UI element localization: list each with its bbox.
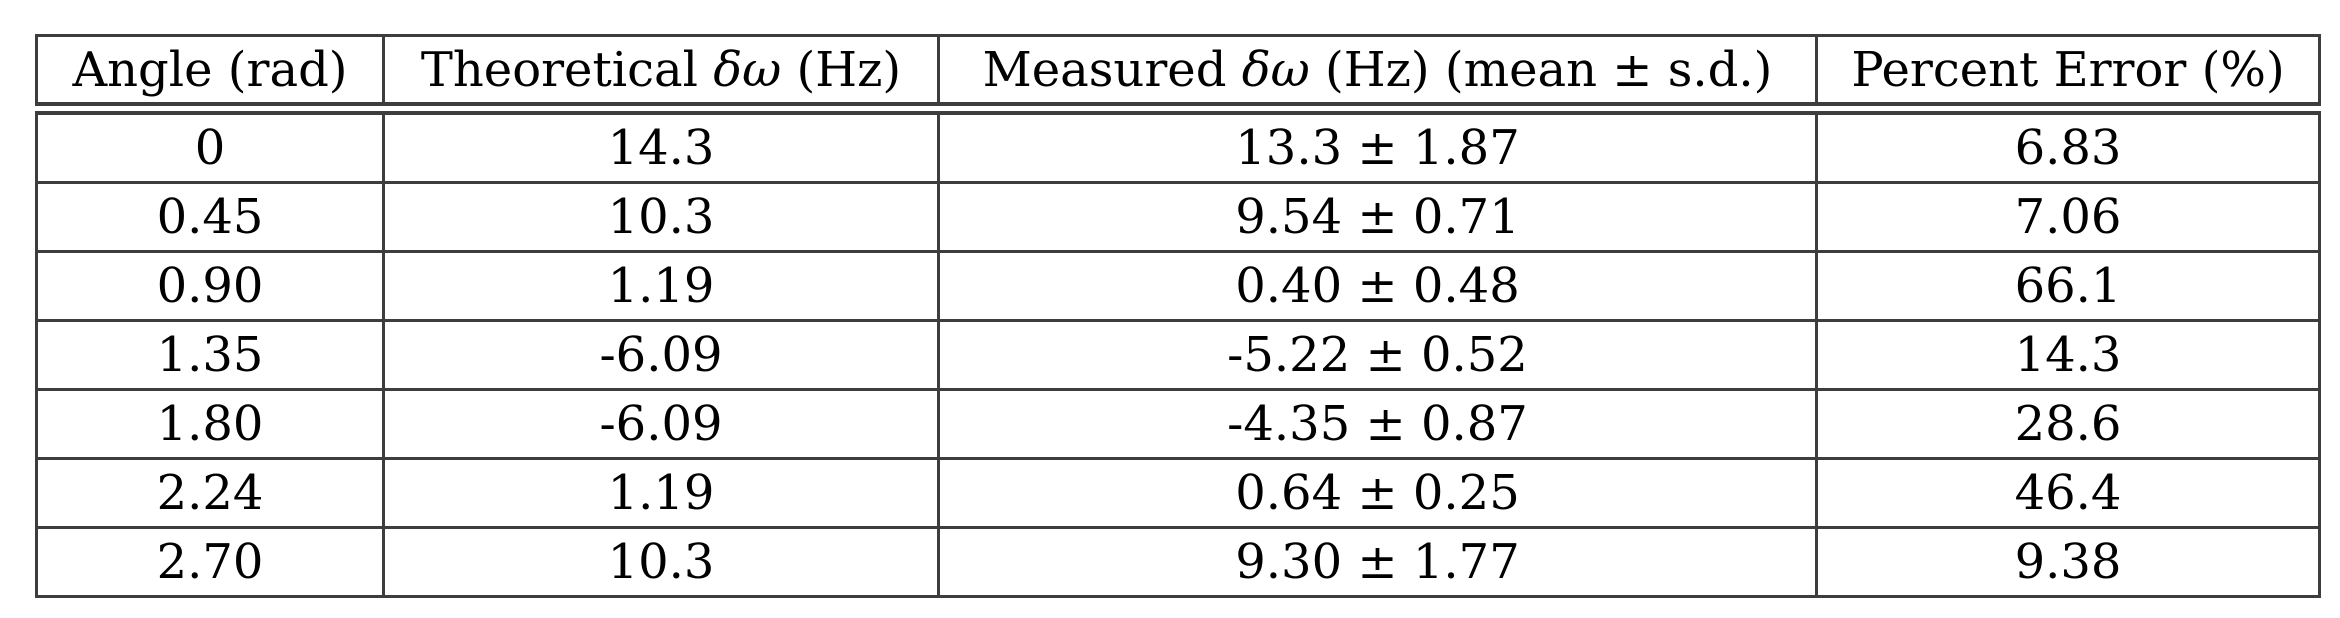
cell-angle: 2.70 [35,526,385,598]
cell-angle: 1.80 [35,388,385,460]
cell-percent-error: 6.83 [1815,107,2321,184]
cell-theoretical: 10.3 [382,526,940,598]
column-header-theoretical-dw: Theoretical δω (Hz) [382,34,940,115]
column-header-angle: Angle (rad) [35,34,385,115]
cell-angle: 1.35 [35,319,385,391]
table-row: 0 14.3 13.3 ± 1.87 6.83 [35,107,2321,184]
cell-measured: 9.30 ± 1.77 [937,526,1818,598]
cell-angle: 2.24 [35,457,385,529]
cell-angle: 0.90 [35,250,385,322]
column-header-percent-error: Percent Error (%) [1815,34,2321,115]
table-row: 1.80 -6.09 -4.35 ± 0.87 28.6 [35,388,2321,460]
cell-percent-error: 7.06 [1815,181,2321,253]
table-row: 0.45 10.3 9.54 ± 0.71 7.06 [35,181,2321,253]
cell-measured: -4.35 ± 0.87 [937,388,1818,460]
cell-percent-error: 9.38 [1815,526,2321,598]
cell-theoretical: -6.09 [382,319,940,391]
cell-theoretical: 14.3 [382,107,940,184]
cell-measured: 0.64 ± 0.25 [937,457,1818,529]
table-header-row: Angle (rad) Theoretical δω (Hz) Measured… [35,34,2321,115]
cell-angle: 0 [35,107,385,184]
column-header-measured-dw: Measured δω (Hz) (mean ± s.d.) [937,34,1818,115]
table-row: 1.35 -6.09 -5.22 ± 0.52 14.3 [35,319,2321,391]
cell-measured: 0.40 ± 0.48 [937,250,1818,322]
results-table: Angle (rad) Theoretical δω (Hz) Measured… [35,34,2321,598]
cell-measured: 13.3 ± 1.87 [937,107,1818,184]
cell-percent-error: 28.6 [1815,388,2321,460]
cell-angle: 0.45 [35,181,385,253]
table-row: 2.70 10.3 9.30 ± 1.77 9.38 [35,526,2321,598]
cell-theoretical: 1.19 [382,457,940,529]
table-row: 2.24 1.19 0.64 ± 0.25 46.4 [35,457,2321,529]
cell-theoretical: 1.19 [382,250,940,322]
cell-theoretical: -6.09 [382,388,940,460]
cell-theoretical: 10.3 [382,181,940,253]
cell-percent-error: 66.1 [1815,250,2321,322]
cell-measured: -5.22 ± 0.52 [937,319,1818,391]
cell-measured: 9.54 ± 0.71 [937,181,1818,253]
table-row: 0.90 1.19 0.40 ± 0.48 66.1 [35,250,2321,322]
cell-percent-error: 14.3 [1815,319,2321,391]
cell-percent-error: 46.4 [1815,457,2321,529]
